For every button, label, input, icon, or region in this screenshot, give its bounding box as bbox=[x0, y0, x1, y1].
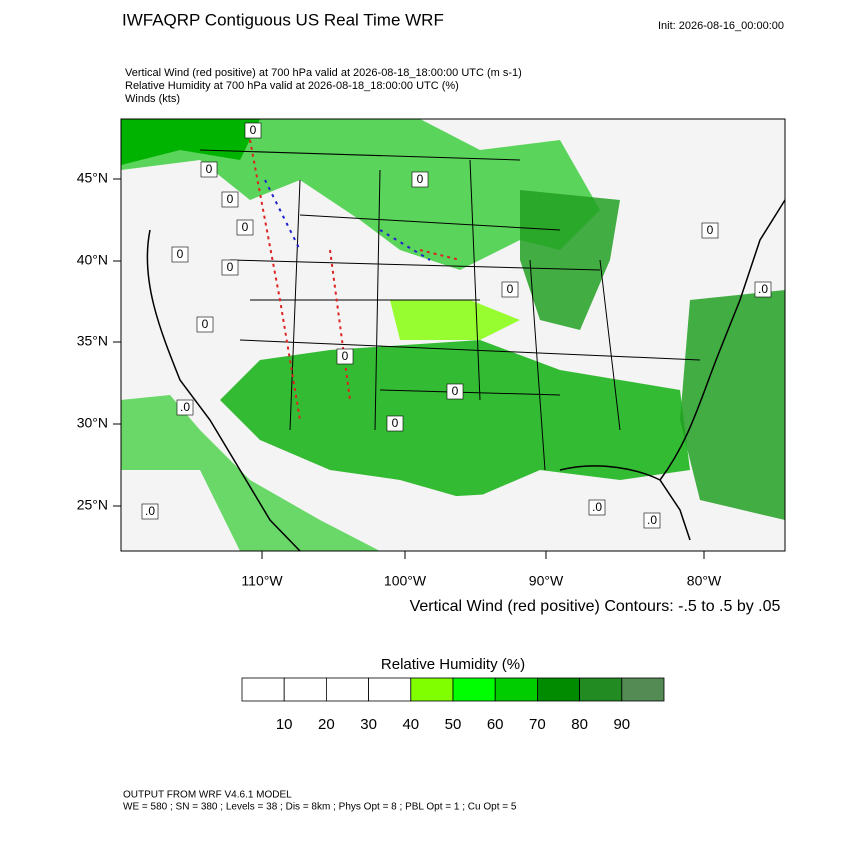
contour-label-box bbox=[588, 499, 606, 516]
contour-label: 0 bbox=[202, 317, 209, 331]
init-time: Init: 2026-08-16_00:00:00 bbox=[658, 20, 784, 32]
colorbar-label: 50 bbox=[445, 716, 462, 733]
colorbar-title: Relative Humidity (%) bbox=[381, 656, 525, 673]
contour-label-box bbox=[501, 281, 519, 298]
contour-label: .0 bbox=[758, 282, 768, 296]
colorbar-label: 20 bbox=[318, 716, 335, 733]
vertical-wind-contours bbox=[264, 179, 431, 261]
humid-region bbox=[220, 340, 690, 500]
dry-region bbox=[380, 490, 700, 551]
colorbar-box bbox=[410, 677, 454, 702]
contour-label: 0 bbox=[707, 223, 714, 237]
state-lines bbox=[199, 149, 701, 471]
contour-label-box bbox=[176, 399, 194, 416]
contour-label: .0 bbox=[180, 400, 190, 414]
colorbar-label: 80 bbox=[571, 716, 588, 733]
coastline bbox=[146, 199, 785, 551]
contour-label-box bbox=[244, 122, 262, 139]
contour-label-box bbox=[411, 171, 429, 188]
lon-label: 90°W bbox=[529, 573, 564, 589]
humid-region bbox=[680, 290, 785, 520]
subtitle: Relative Humidity at 700 hPa valid at 20… bbox=[125, 80, 459, 92]
humid-region bbox=[520, 190, 620, 330]
subtitle: Vertical Wind (red positive) at 700 hPa … bbox=[125, 67, 522, 79]
colorbar-box bbox=[452, 677, 496, 702]
map-frame bbox=[120, 118, 786, 552]
humid-region bbox=[390, 300, 520, 340]
lat-label: 25°N bbox=[77, 497, 108, 513]
lat-label: 35°N bbox=[77, 333, 108, 349]
contour-label-box bbox=[196, 316, 214, 333]
contour-label-box bbox=[221, 191, 239, 208]
colorbar-box bbox=[325, 677, 369, 702]
contour-label-box bbox=[643, 512, 661, 529]
lat-label: 45°N bbox=[77, 170, 108, 186]
contour-label: 0 bbox=[227, 192, 234, 206]
footer: OUTPUT FROM WRF V4.6.1 MODEL bbox=[123, 790, 292, 801]
contour-label: 0 bbox=[206, 162, 213, 176]
subtitle: Winds (kts) bbox=[125, 93, 180, 105]
contour-label-box bbox=[754, 281, 772, 298]
contour-label-box bbox=[141, 503, 159, 520]
map bbox=[120, 118, 786, 552]
colorbar-box bbox=[368, 677, 412, 702]
contour-info: Vertical Wind (red positive) Contours: -… bbox=[410, 598, 781, 615]
contour-label-box bbox=[236, 219, 254, 236]
colorbar-box bbox=[537, 677, 581, 702]
colorbar-label: 60 bbox=[487, 716, 504, 733]
contour-label: 0 bbox=[452, 384, 459, 398]
humid-region bbox=[121, 119, 260, 165]
colorbar-label: 30 bbox=[360, 716, 377, 733]
contour-label-box bbox=[171, 246, 189, 263]
colorbar-box bbox=[283, 677, 327, 702]
contour-label: 0 bbox=[250, 123, 257, 137]
colorbar-box bbox=[621, 677, 665, 702]
footer: WE = 580 ; SN = 380 ; Levels = 38 ; Dis … bbox=[123, 802, 517, 813]
contour-label: 0 bbox=[177, 247, 184, 261]
contour-label: 0 bbox=[227, 260, 234, 274]
lat-label: 40°N bbox=[77, 252, 108, 268]
contour-label: 0 bbox=[507, 282, 514, 296]
vertical-wind-contours bbox=[249, 139, 461, 421]
contour-label: 0 bbox=[392, 416, 399, 430]
contour-label: 0 bbox=[342, 349, 349, 363]
lon-label: 80°W bbox=[687, 573, 722, 589]
contour-label: .0 bbox=[145, 504, 155, 518]
contour-label-box bbox=[701, 222, 719, 239]
contour-label-box bbox=[446, 383, 464, 400]
colorbar-label: 10 bbox=[276, 716, 293, 733]
colorbar-label: 40 bbox=[402, 716, 419, 733]
contour-label-box bbox=[200, 161, 218, 178]
colorbar-label: 90 bbox=[613, 716, 630, 733]
lon-label: 110°W bbox=[241, 573, 283, 589]
title: IWFAQRP Contiguous US Real Time WRF bbox=[122, 10, 444, 29]
contour-label: .0 bbox=[592, 500, 602, 514]
contour-label-box bbox=[336, 348, 354, 365]
contour-label-box bbox=[386, 415, 404, 432]
dry-region bbox=[121, 470, 240, 551]
lat-label: 30°N bbox=[77, 415, 108, 431]
colorbar-label: 70 bbox=[529, 716, 546, 733]
contour-label: 0 bbox=[242, 220, 249, 234]
colorbar-box bbox=[241, 677, 285, 702]
colorbar-box bbox=[579, 677, 623, 702]
contour-label: .0 bbox=[647, 513, 657, 527]
colorbar-box bbox=[494, 677, 538, 702]
contour-label-box bbox=[221, 259, 239, 276]
contour-label: 0 bbox=[417, 172, 424, 186]
lon-label: 100°W bbox=[384, 573, 427, 589]
